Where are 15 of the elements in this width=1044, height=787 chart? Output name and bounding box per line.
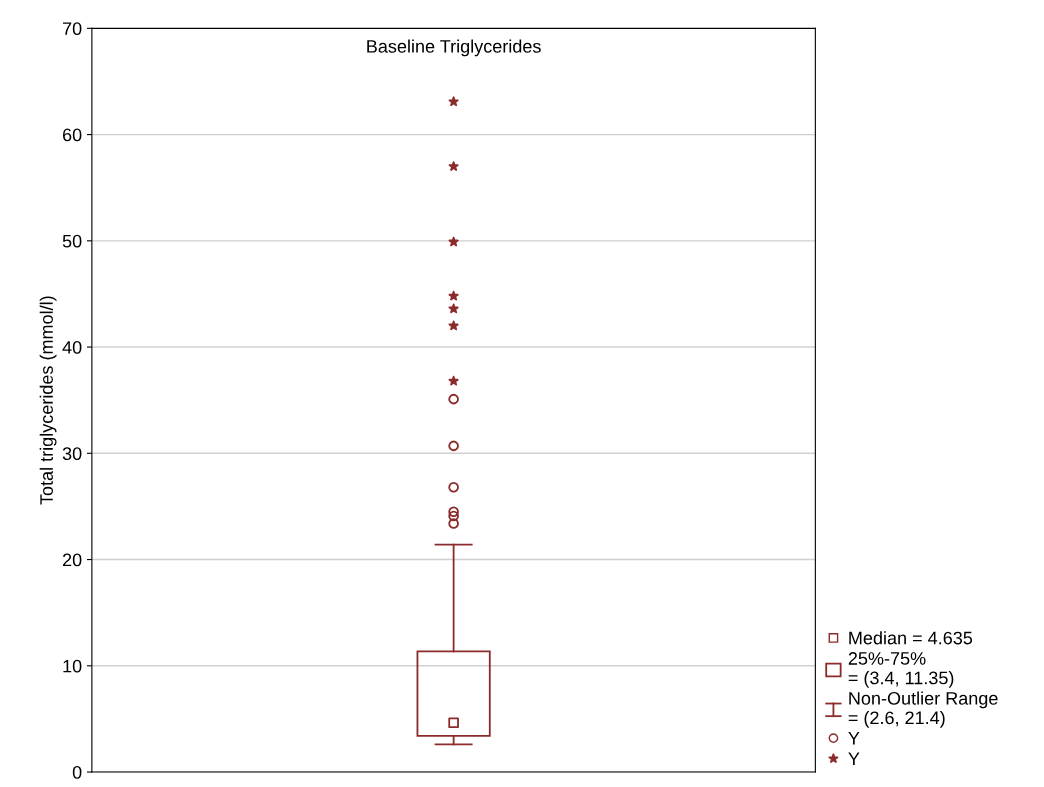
y-tick-label: 20 <box>62 553 82 567</box>
text: Y <box>848 732 860 745</box>
text: Y <box>848 752 860 765</box>
y-tick-label: 70 <box>62 22 82 36</box>
y-axis-title: Total triglycerides (mmol/l) <box>39 296 57 505</box>
y-tick-label: 50 <box>62 234 82 248</box>
y-tick-label: 0 <box>72 765 82 779</box>
text: Non-Outlier Range = (2.6, 21.4) <box>848 691 998 728</box>
y-tick-label: 30 <box>62 447 82 461</box>
y-tick-label: 10 <box>63 659 82 673</box>
text: Baseline Triglycerides <box>367 39 541 57</box>
y-tick-label: 40 <box>62 341 82 354</box>
y-tick-label: 60 <box>62 128 82 142</box>
text: Median = 4.635 <box>849 631 973 645</box>
text: 25%-75% = (3.4, 11.35) <box>848 652 954 688</box>
